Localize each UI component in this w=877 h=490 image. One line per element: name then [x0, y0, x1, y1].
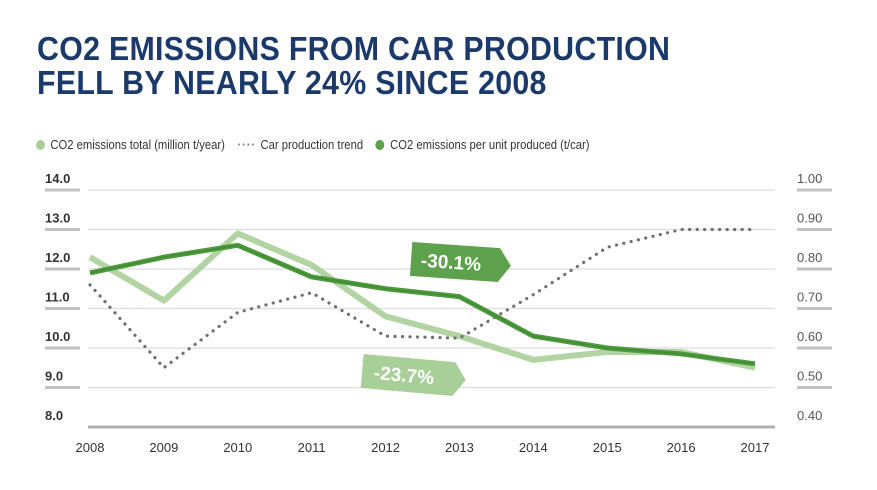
series-line-production — [88, 227, 757, 370]
legend-label: CO2 emissions per unit produced (t/car) — [390, 138, 590, 152]
legend-dot-icon — [36, 140, 45, 150]
chart-title: CO2 EMISSIONS FROM CAR PRODUCTION FELL B… — [37, 32, 670, 100]
left-tick-label: 12.0 — [45, 250, 70, 265]
x-tick-label: 2011 — [298, 440, 326, 455]
x-tick-label: 2010 — [223, 440, 252, 455]
annotation-badge-per-unit-label: -30.1% — [420, 251, 482, 276]
legend-item-total: CO2 emissions total (million t/year) — [36, 138, 225, 152]
dotted-line-icon: ···· — [237, 138, 257, 152]
series-lines — [88, 227, 757, 371]
annotation-badge-per-unit: -30.1% — [409, 241, 511, 283]
x-tick-label: 2013 — [445, 440, 474, 455]
right-tick-label: 0.90 — [797, 211, 822, 226]
legend-item-per-unit: CO2 emissions per unit produced (t/car) — [375, 138, 590, 152]
legend-label: CO2 emissions total (million t/year) — [50, 138, 225, 152]
right-tick-label: 1.00 — [797, 171, 822, 186]
legend-dot-icon — [375, 140, 385, 150]
right-tick-label: 0.50 — [797, 369, 822, 384]
right-tick-label: 0.40 — [797, 408, 822, 423]
annotation-badge-total-label: -23.7% — [373, 363, 435, 389]
left-tick-label: 10.0 — [45, 329, 70, 344]
x-tick-label: 2009 — [149, 440, 178, 455]
legend: CO2 emissions total (million t/year) ···… — [36, 138, 602, 152]
annotation-badge-total-shape — [360, 354, 466, 396]
right-tick-label: 0.80 — [797, 250, 822, 265]
x-tick-label: 2017 — [741, 440, 770, 455]
x-tick-label: 2016 — [667, 440, 696, 455]
x-tick-label: 2012 — [371, 440, 400, 455]
x-tick-label: 2008 — [76, 440, 105, 455]
right-tick-label: 0.70 — [797, 290, 822, 305]
left-tick-label: 8.0 — [45, 408, 63, 423]
chart-title-line-1: CO2 EMISSIONS FROM CAR PRODUCTION — [37, 30, 671, 67]
legend-item-production: ···· Car production trend — [237, 138, 363, 152]
left-tick-label: 9.0 — [45, 369, 63, 384]
left-tick-label: 11.0 — [45, 290, 70, 305]
x-tick-label: 2014 — [519, 440, 548, 455]
legend-label: Car production trend — [260, 138, 364, 152]
chart-title-line-2: FELL BY NEARLY 24% SINCE 2008 — [37, 64, 547, 101]
series-line-per-unit-core — [89, 244, 756, 365]
annotation-badge-per-unit-shape — [409, 241, 511, 283]
left-tick-label: 13.0 — [45, 211, 70, 226]
left-tick-label: 14.0 — [45, 171, 70, 186]
right-tick-label: 0.60 — [797, 329, 822, 344]
x-tick-label: 2015 — [593, 440, 622, 455]
axis-ticks: 14.0 1.00 13.0 0.90 12.0 0.80 11.0 0.70 10.0 0.60… — [45, 171, 822, 455]
annotations: -30.1% -23.7% — [360, 241, 511, 396]
annotation-badge-total: -23.7% — [360, 354, 466, 396]
